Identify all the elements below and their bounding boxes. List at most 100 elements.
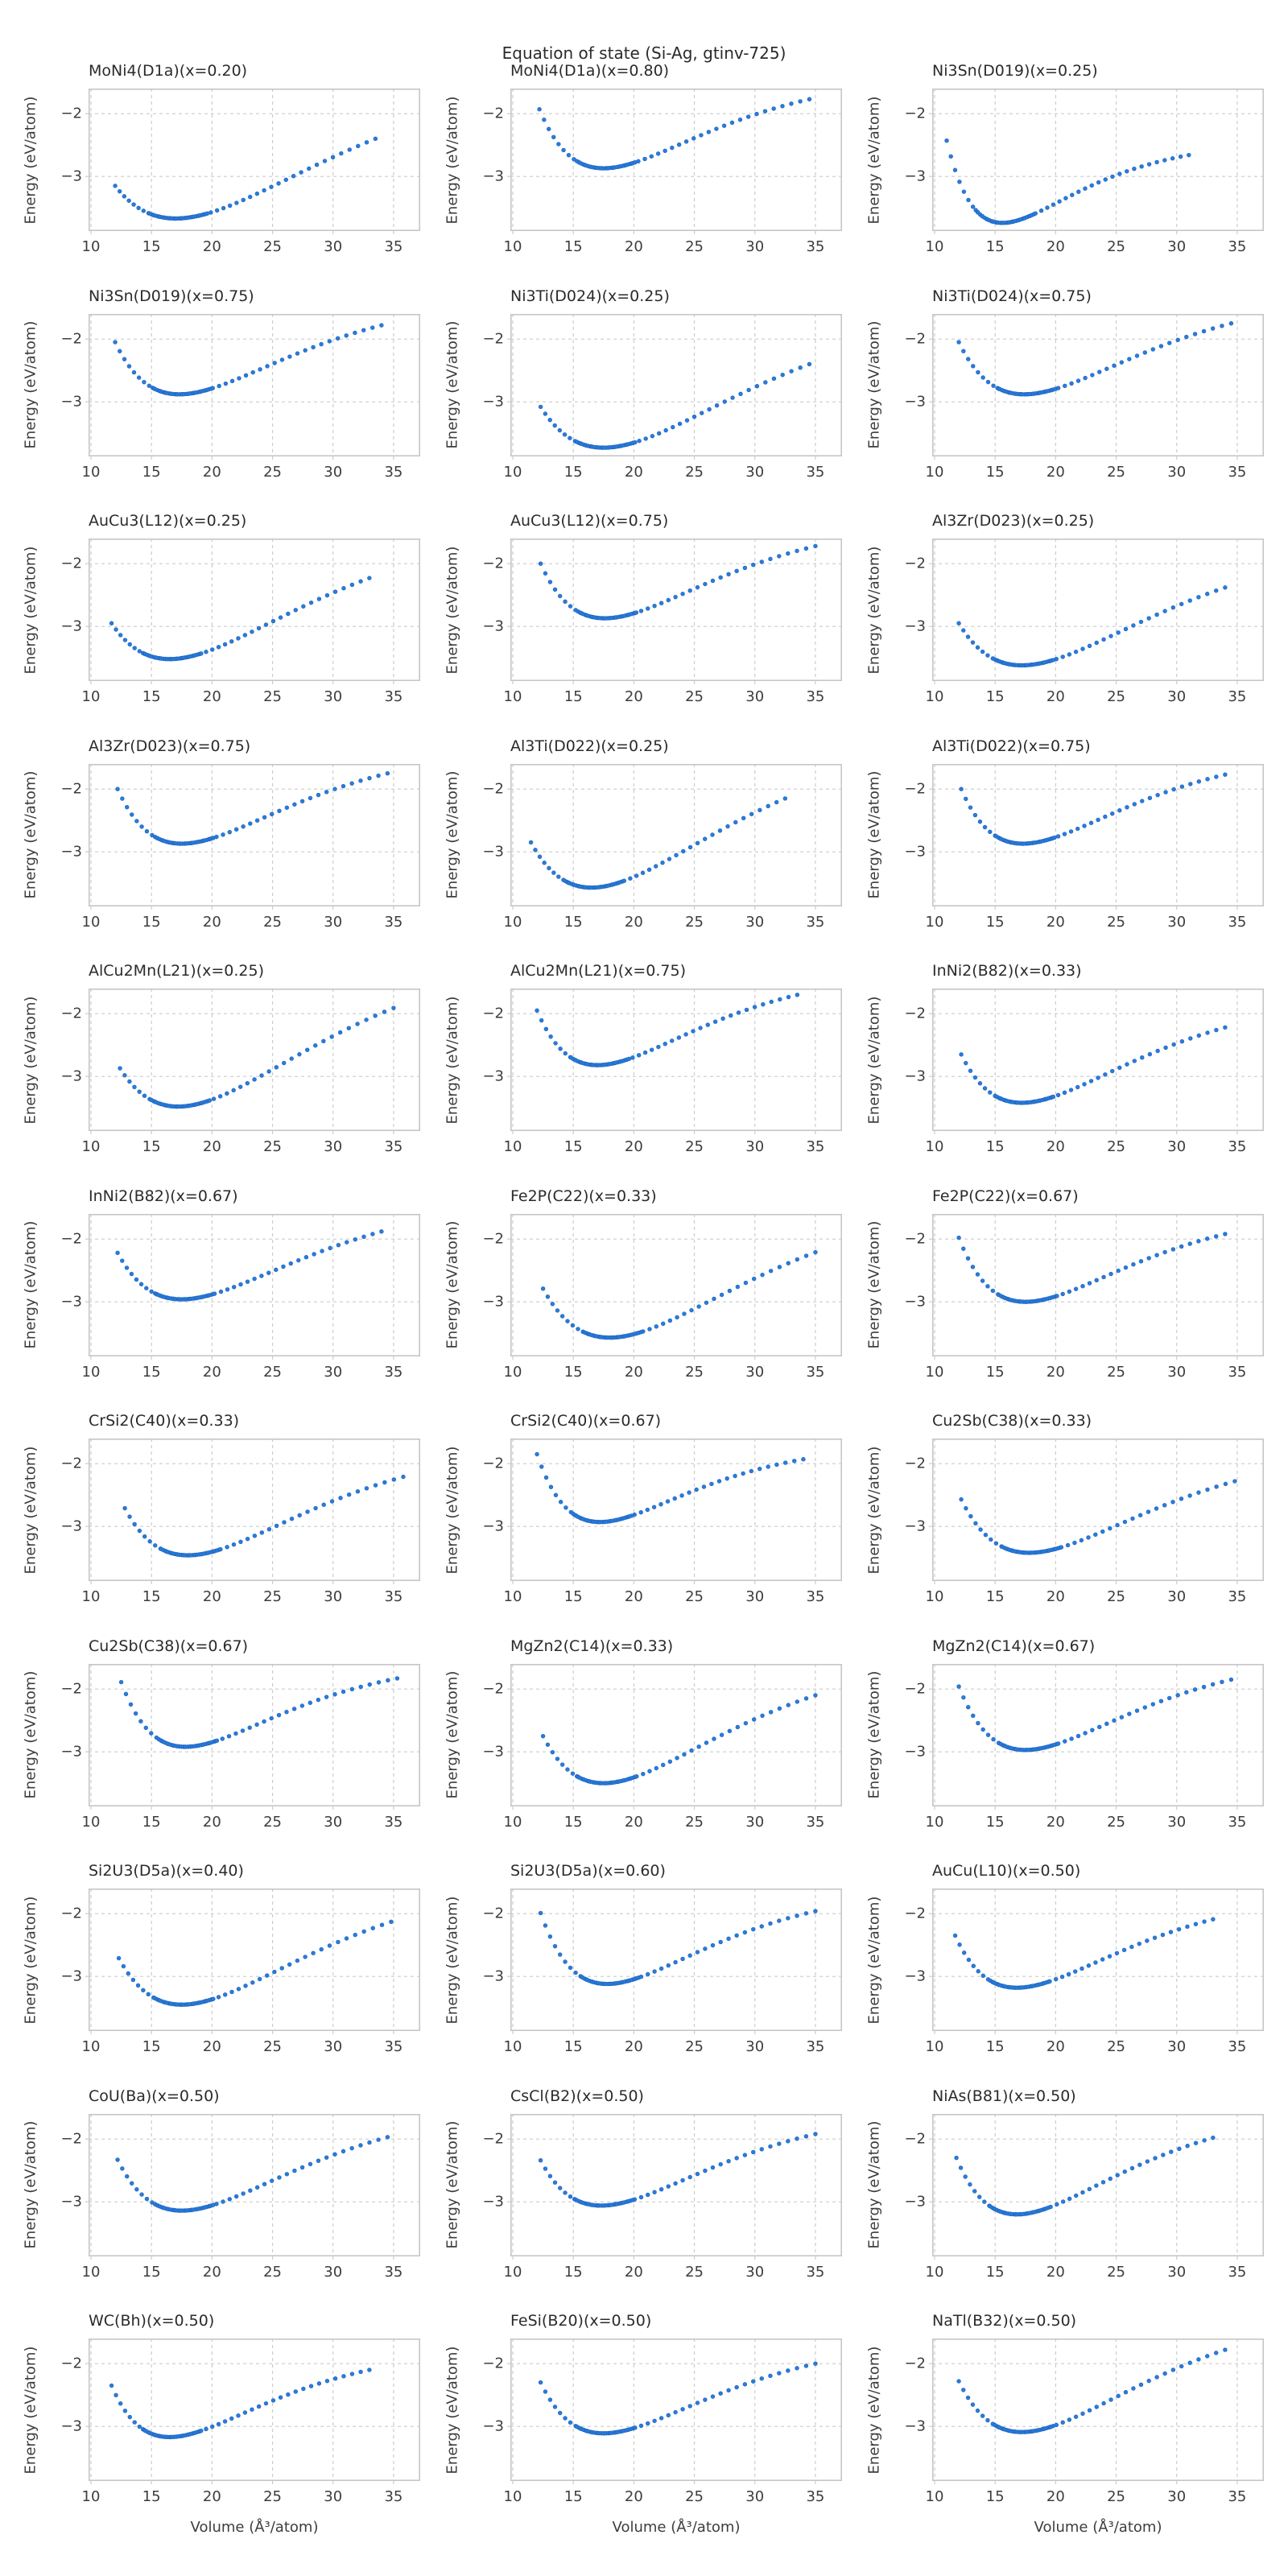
subplot-title: CrSi2(C40)(x=0.67) [510,1412,662,1430]
x-tick-label: 15 [142,913,161,931]
y-tick-label: −3 [60,843,82,861]
x-tick-label: 35 [384,2488,403,2505]
x-tick-label: 20 [1046,1813,1065,1831]
x-tick-label: 35 [806,2263,825,2281]
y-tick-label: −3 [60,2193,82,2211]
x-tick-label: 25 [1107,1588,1125,1605]
x-axis-label: Volume (Å³/atom) [190,2519,319,2536]
subplot-23-plot-area [929,1663,1264,1810]
subplot-title: Ni3Ti(D024)(x=0.25) [510,287,670,305]
x-tick-label: 35 [1228,2263,1247,2281]
x-tick-label: 30 [324,1588,343,1605]
eos-scatter-points [538,2131,818,2208]
x-tick-label: 30 [745,2263,765,2281]
subplot-title: Cu2Sb(C38)(x=0.67) [89,1637,249,1655]
x-tick-label: 30 [1167,1363,1187,1381]
x-tick-label: 10 [503,2488,522,2505]
x-tick-label: 25 [685,1813,704,1831]
eos-scatter-points [956,320,1234,397]
x-tick-label: 15 [985,2488,1005,2505]
x-tick-label: 20 [1046,1138,1065,1155]
y-tick-label: −3 [904,617,926,635]
x-tick-label: 30 [745,1363,765,1381]
gridlines [507,1213,842,1360]
x-tick-label: 15 [564,1363,583,1381]
subplot-18-plot-area [85,1439,420,1584]
y-tick-label: −3 [60,617,82,635]
x-tick-label: 35 [1228,1813,1247,1831]
x-tick-label: 15 [564,238,583,255]
x-tick-label: 25 [1107,913,1125,931]
x-tick-label: 30 [745,688,765,705]
x-tick-label: 30 [324,238,343,255]
gridlines [85,313,420,460]
x-tick-label: 35 [1228,1138,1247,1155]
x-tick-label: 30 [324,913,343,931]
x-tick-label: 25 [1107,1363,1125,1381]
eos-scatter-points [956,2347,1228,2434]
subplot-title: Ni3Ti(D024)(x=0.75) [932,287,1092,305]
eos-scatter-points [116,1919,394,2007]
axes-border [89,1889,420,2031]
x-tick-label: 35 [1228,238,1247,255]
gridlines [507,1663,842,1810]
x-tick-label: 10 [925,1138,944,1155]
x-tick-label: 10 [503,1813,522,1831]
gridlines [85,89,420,234]
eos-scatter-points [956,1231,1228,1304]
y-tick-label: −3 [904,843,926,861]
x-tick-label: 10 [925,1363,944,1381]
x-tick-label: 35 [806,463,825,481]
x-tick-label: 25 [1107,2488,1125,2505]
y-axis-label: Energy (eV/atom) [22,1896,39,2024]
x-tick-label: 15 [985,1363,1005,1381]
x-tick-label: 10 [503,1588,522,1605]
x-tick-label: 25 [685,913,704,931]
y-axis-label: Energy (eV/atom) [865,2120,883,2249]
x-tick-label: 20 [1046,2263,1065,2281]
eos-scatter-points [538,1909,818,1987]
subplot-7-plot-area [507,539,842,684]
y-tick-label: −3 [482,1293,504,1311]
x-tick-label: 10 [503,463,522,481]
y-tick-label: −3 [904,2193,926,2211]
x-tick-label: 25 [263,2038,282,2055]
x-tick-label: 20 [1046,2038,1065,2055]
y-axis-label: Energy (eV/atom) [444,96,461,224]
x-tick-label: 25 [1107,238,1125,255]
x-tick-label: 25 [263,1588,282,1605]
x-tick-label: 30 [1167,1138,1187,1155]
y-tick-label: −2 [482,1455,504,1472]
y-tick-label: −2 [60,105,82,122]
x-tick-label: 30 [745,1588,765,1605]
x-tick-label: 20 [1046,913,1065,931]
y-tick-label: −3 [482,2417,504,2435]
y-tick-label: −3 [60,2417,82,2435]
y-axis-label: Energy (eV/atom) [22,1446,39,1574]
x-tick-label: 15 [142,2488,161,2505]
gridlines [85,1889,420,2034]
axes-border [89,2339,420,2481]
x-tick-label: 35 [384,2263,403,2281]
subplot-title: Si2U3(D5a)(x=0.60) [510,1862,666,1880]
x-tick-label: 20 [624,1588,643,1605]
y-tick-label: −3 [60,393,82,411]
x-tick-label: 25 [1107,688,1125,705]
gridlines [929,1889,1264,2034]
y-axis-label: Energy (eV/atom) [22,1670,39,1799]
x-tick-label: 20 [1046,463,1065,481]
y-tick-label: −2 [904,1680,926,1698]
x-tick-label: 30 [324,1813,343,1831]
subplot-11-plot-area [929,763,1264,910]
x-tick-label: 35 [384,1138,403,1155]
x-tick-label: 20 [202,1588,221,1605]
x-tick-label: 20 [202,688,221,705]
gridlines [85,2339,420,2484]
subplot-28-plot-area [507,2113,842,2260]
y-tick-label: −2 [482,1005,504,1022]
x-tick-label: 35 [384,238,403,255]
x-tick-label: 25 [685,238,704,255]
x-tick-label: 20 [202,1363,221,1381]
x-tick-label: 20 [1046,2488,1065,2505]
subplot-6-plot-area [85,539,420,684]
